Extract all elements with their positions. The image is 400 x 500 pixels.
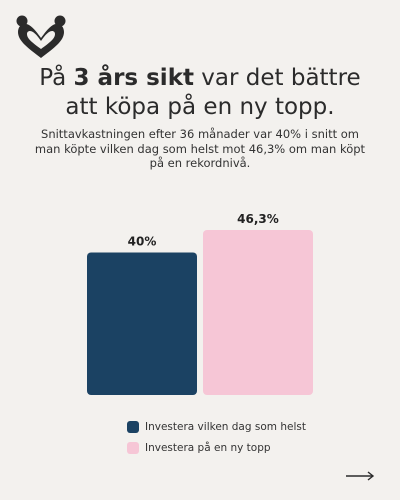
page-title: På 3 års sikt var det bättre att köpa på… [39,65,361,120]
legend-swatch-2 [127,442,139,454]
bar-value-label-1: 40% [128,234,157,248]
legend-label-2: Investera på en ny topp [145,442,271,454]
logo-icon [16,15,66,59]
chart-legend: Investera vilken dag som helst Investera … [127,420,306,462]
legend-label-1: Investera vilken dag som helst [145,421,306,433]
page-subtitle: Snittavkastningen efter 36 månader var 4… [34,127,366,170]
bar-value-label-2: 46,3% [237,212,279,226]
bar-chart: 40% 46,3% [87,212,313,395]
legend-item-1: Investera vilken dag som helst [127,420,306,434]
bar-1 [87,252,197,395]
bar-2 [203,230,313,395]
arrow-right-icon[interactable] [346,470,376,482]
legend-swatch-1 [127,421,139,433]
legend-item-2: Investera på en ny topp [127,441,306,455]
